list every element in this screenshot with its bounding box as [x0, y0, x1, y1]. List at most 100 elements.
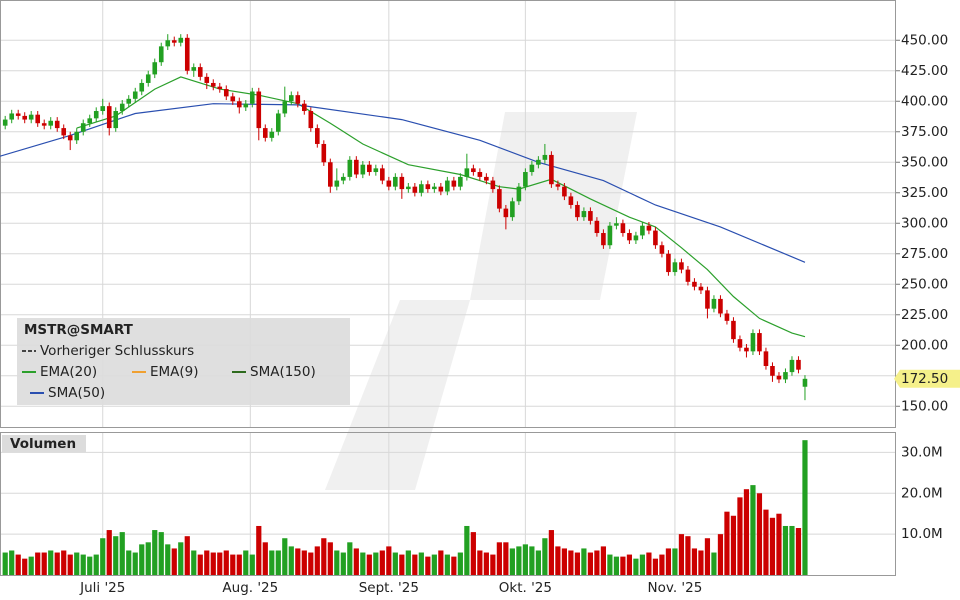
candle-body [315, 128, 320, 144]
volume-bar [67, 554, 73, 575]
volume-bar [711, 552, 717, 575]
volume-bar [685, 536, 691, 575]
y-tick-label: 200.00 [901, 337, 948, 353]
candle-body [158, 46, 164, 63]
candle-body [568, 196, 574, 205]
candle-body [419, 184, 424, 193]
y-tick-label: 250.00 [901, 276, 948, 292]
volume-bar [243, 550, 249, 575]
volume-bar [457, 552, 463, 575]
volume-bar [789, 525, 795, 575]
candle-body [497, 189, 502, 209]
candle-body [588, 211, 593, 221]
volume-bar [353, 548, 359, 575]
volume-bar [613, 556, 620, 575]
volume-bar [561, 548, 567, 575]
volume-bar [386, 546, 392, 575]
volume-bar [119, 532, 125, 575]
legend-label: EMA(9) [150, 364, 199, 380]
last-price-tag [894, 369, 960, 388]
candle-body [776, 375, 782, 380]
candle-body [35, 114, 41, 124]
y-tick-label: 400.00 [901, 93, 948, 109]
volume-bar [568, 550, 574, 575]
volume-bar [165, 544, 171, 575]
volume-bar [503, 542, 509, 575]
candle-body [302, 103, 307, 112]
volume-bar [288, 546, 294, 575]
volume-bar [756, 493, 763, 575]
volume-bar [587, 552, 593, 575]
candle-body [126, 98, 132, 104]
candle-body [711, 298, 717, 309]
candle-body [724, 313, 730, 321]
candle-body [458, 176, 463, 187]
volume-bar [802, 440, 808, 575]
candle-body [601, 233, 606, 246]
candle-body [594, 220, 600, 234]
candle-body [282, 101, 288, 114]
candle-body [718, 298, 723, 314]
volume-bar [509, 548, 515, 575]
volume-bar [334, 550, 340, 575]
y-tick-label: 325.00 [901, 185, 948, 201]
candle-body [737, 339, 743, 348]
candle-body [178, 37, 184, 43]
volume-bar [724, 511, 730, 575]
volume-tick-label: 10.0M [901, 526, 943, 542]
candle-body [763, 351, 769, 366]
legend-label: SMA(150) [250, 364, 316, 380]
volume-bar [542, 538, 548, 575]
candle-body [269, 131, 275, 138]
candle-body [412, 186, 418, 193]
candle-body [139, 82, 145, 92]
volume-bar [776, 513, 782, 575]
volume-bar [295, 548, 301, 575]
volume-bar [54, 552, 60, 575]
candle-body [113, 111, 119, 129]
volume-bar [646, 552, 652, 575]
indicator-line [76, 76, 806, 338]
candle-body [802, 378, 808, 387]
volume-bar [626, 554, 633, 575]
volume-bar [158, 532, 164, 575]
candle-body [191, 67, 197, 71]
candle-body [477, 172, 483, 177]
volume-bar [698, 550, 704, 575]
candle-body [744, 347, 749, 352]
volume-bar [9, 550, 15, 575]
candle-body [87, 118, 93, 124]
volume-bar [223, 550, 229, 575]
volume-bar [28, 556, 34, 575]
volume-bar [74, 552, 80, 575]
volume-bar [431, 554, 437, 575]
candle-body [666, 253, 671, 273]
legend-box [17, 318, 350, 405]
y-tick-label: 150.00 [901, 398, 948, 414]
candle-body [275, 113, 281, 132]
candle-body [152, 62, 158, 75]
watermark [325, 112, 637, 490]
candle-body [432, 186, 437, 190]
candle-body [438, 186, 444, 192]
volume-bar [2, 552, 8, 575]
y-tick-label: 425.00 [901, 63, 948, 79]
candle-body [15, 113, 21, 116]
candle-body [217, 86, 223, 90]
volume-bar [659, 554, 665, 575]
volume-bar [594, 550, 600, 575]
volume-bar [236, 554, 242, 575]
candle-body [393, 176, 398, 187]
volume-bar [379, 550, 385, 575]
candle-body [341, 176, 346, 181]
volume-bar [210, 552, 216, 575]
candle-body [425, 184, 431, 190]
volume-bar [340, 552, 346, 575]
candle-body [223, 89, 229, 97]
candle-body [542, 154, 548, 160]
volume-bar [113, 536, 119, 575]
volume-bar [477, 550, 483, 575]
legend-symbol: MSTR@SMART [24, 322, 134, 338]
candle-body [288, 95, 294, 102]
